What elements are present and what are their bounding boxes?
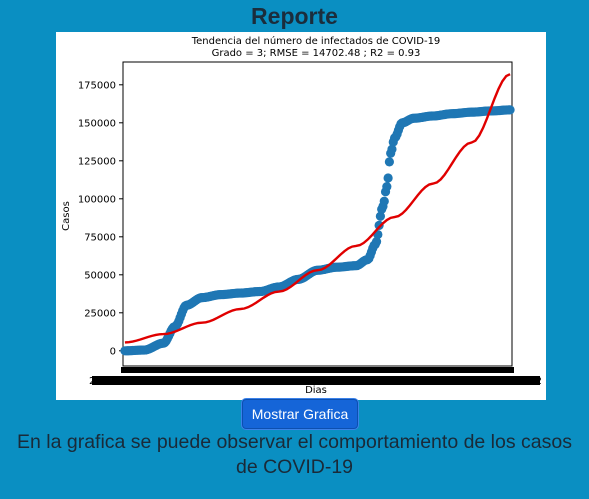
chart-description: En la grafica se puede observar el compo…	[17, 431, 572, 478]
y-tick-label: 175000	[78, 80, 116, 91]
chart-subtitle: Grado = 3; RMSE = 14702.48 ; R2 = 0.93	[212, 48, 421, 59]
chart-figure: Tendencia del número de infectados de CO…	[56, 32, 546, 400]
data-point	[505, 105, 515, 115]
x-tick-label-first: 2	[89, 376, 95, 387]
x-tick-labels	[92, 376, 540, 385]
y-tick-label: 150000	[78, 118, 116, 129]
x-axis-label: Dias	[305, 385, 327, 396]
show-chart-button[interactable]: Mostrar Grafica	[241, 398, 359, 430]
data-point	[374, 220, 384, 230]
data-point	[387, 144, 397, 154]
data-point	[371, 236, 382, 247]
data-point	[384, 157, 394, 167]
data-point	[375, 211, 386, 221]
y-tick-label: 100000	[78, 194, 116, 205]
data-point	[379, 196, 389, 206]
data-point	[382, 182, 392, 192]
x-tick-marks	[121, 367, 514, 373]
data-point	[383, 173, 393, 183]
trend-line	[124, 73, 511, 344]
chart-title: Tendencia del número de infectados de CO…	[191, 35, 441, 47]
y-tick-label: 125000	[78, 156, 116, 167]
page-title: Reporte	[251, 3, 338, 29]
y-tick-label: 50000	[84, 270, 116, 281]
y-tick-label: 75000	[84, 232, 116, 243]
y-axis-label: Casos	[61, 201, 72, 231]
y-tick-label: 0	[110, 346, 116, 357]
trend-chart: Tendencia del número de infectados de CO…	[61, 35, 542, 396]
plot-area-frame	[122, 61, 513, 367]
x-tick-label-last: 2	[536, 376, 542, 387]
y-tick-label: 25000	[84, 308, 116, 319]
